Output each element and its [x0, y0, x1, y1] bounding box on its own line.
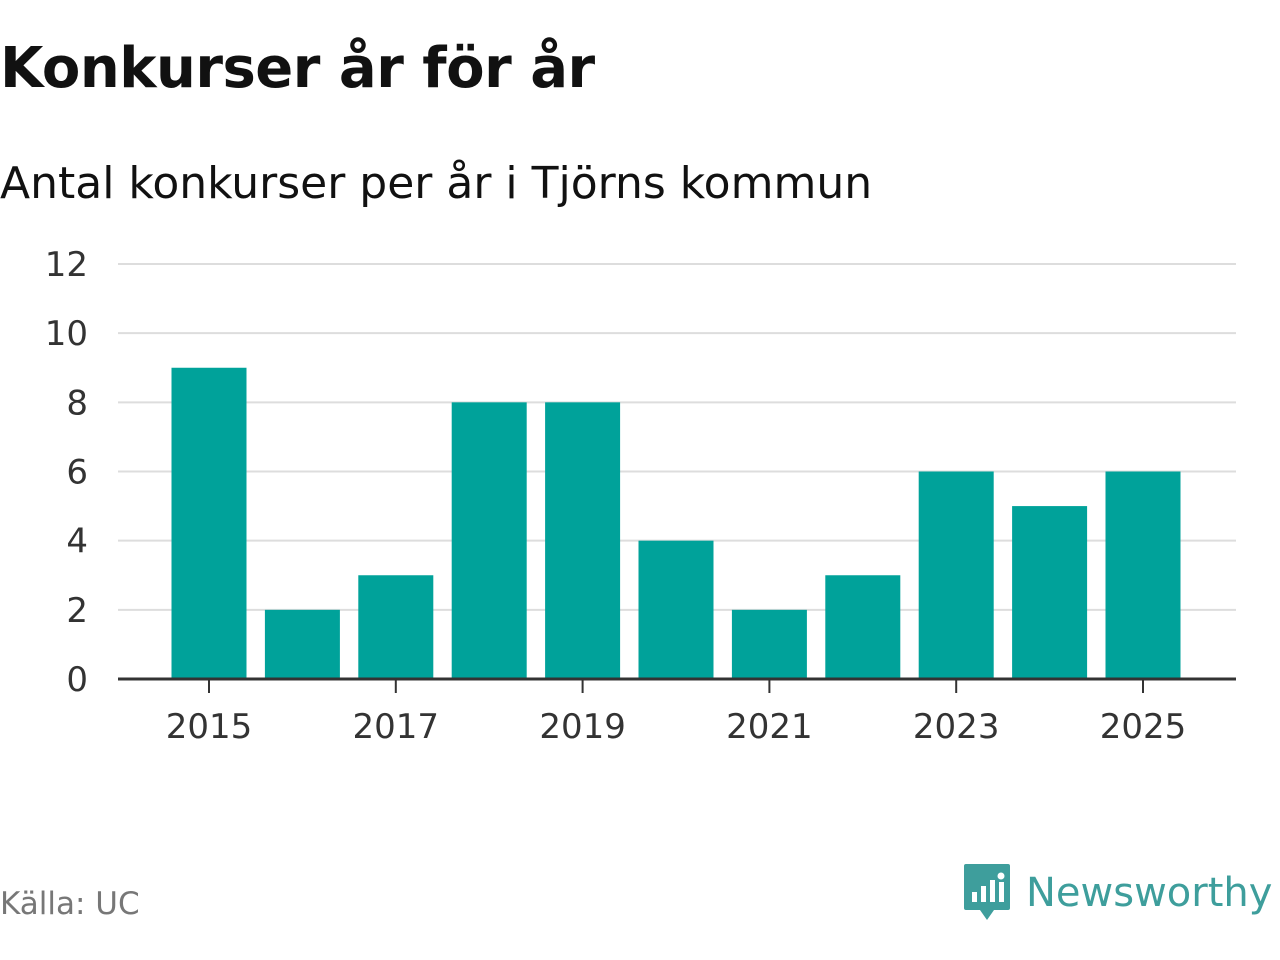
bar-2015 [171, 367, 247, 679]
y-tick-label: 2 [66, 591, 88, 631]
bar-2022 [825, 575, 901, 679]
bar-2025 [1105, 471, 1181, 679]
bar-2019 [545, 402, 621, 679]
chart-subtitle: Antal konkurser per år i Tjörns kommun [0, 158, 873, 209]
bars [171, 367, 1181, 679]
bar-chart: 0 2 4 6 8 10 12 2015 2017 2019 2021 2023 2025 [45, 245, 1236, 747]
y-tick-label: 10 [45, 314, 88, 354]
brand: Newsworthy [962, 862, 1272, 924]
bar-2020 [638, 540, 714, 679]
x-tick-label: 2019 [539, 707, 626, 747]
x-tick-label: 2023 [913, 707, 1000, 747]
brand-name: Newsworthy [1026, 870, 1273, 916]
newsworthy-logo-icon [964, 864, 1010, 920]
bar-2021 [731, 609, 807, 679]
y-tick-label: 0 [66, 660, 88, 700]
bar-2017 [358, 575, 434, 679]
chart-title: Konkurser år för år [0, 36, 595, 101]
x-tick-label: 2025 [1100, 707, 1187, 747]
bar-2018 [451, 402, 527, 679]
x-tick-label: 2015 [166, 707, 253, 747]
y-tick-label: 6 [66, 453, 88, 493]
y-tick-label: 12 [45, 245, 88, 285]
y-tick-label: 4 [66, 522, 88, 562]
y-axis-ticks: 0 2 4 6 8 10 12 [45, 245, 88, 700]
y-tick-label: 8 [66, 383, 88, 423]
x-tick-label: 2021 [726, 707, 813, 747]
bar-2016 [264, 609, 340, 679]
bar-2023 [918, 471, 994, 679]
x-tick-label: 2017 [353, 707, 440, 747]
bar-2024 [1012, 506, 1088, 679]
x-axis: 2015 2017 2019 2021 2023 2025 [118, 677, 1236, 747]
source-note: Källa: UC [0, 886, 140, 922]
